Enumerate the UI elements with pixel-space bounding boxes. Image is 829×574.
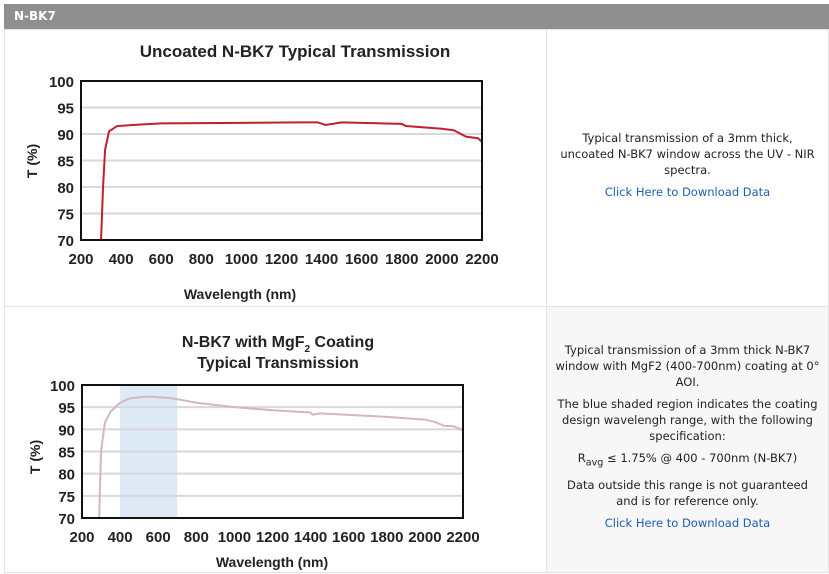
x-tick-label: 400: [108, 529, 133, 546]
x-tick-label: 400: [109, 251, 134, 268]
x-tick-label: 2200: [465, 251, 498, 268]
x-tick-label: 2200: [446, 529, 479, 546]
plot-frame: [80, 80, 483, 241]
x-tick-label: 1000: [225, 251, 258, 268]
x-tick-label: 1400: [294, 529, 327, 546]
x-tick-label: 1400: [305, 251, 338, 268]
chart-cell-coated: N-BK7 with MgF2 Coating Typical Transmis…: [4, 306, 547, 573]
y-tick-label: 75: [58, 489, 75, 506]
x-tick-label: 1600: [332, 529, 365, 546]
x-tick-label: 2000: [408, 529, 441, 546]
description-cell-coated: Typical transmission of a 3mm thick N-BK…: [546, 306, 829, 573]
x-tick-label: 800: [184, 529, 209, 546]
description-text: Typical transmission of a 3mm thick, unc…: [560, 131, 815, 177]
x-tick-label: 1800: [370, 529, 403, 546]
y-tick-label: 90: [57, 127, 74, 144]
plot-frame: [81, 384, 464, 519]
y-tick-label: 80: [57, 180, 74, 197]
x-tick-label: 1600: [345, 251, 378, 268]
disclaimer: Data outside this range is not guarantee…: [567, 478, 808, 509]
y-tick-label: 90: [58, 422, 75, 439]
y-tick-label: 100: [49, 74, 74, 91]
transmission-line: [98, 395, 464, 519]
chart-title: Uncoated N-BK7 Typical Transmission: [140, 42, 450, 61]
chart-title-line2: Typical Transmission: [197, 355, 359, 372]
description-cell-uncoated: Typical transmission of a 3mm thick, unc…: [546, 29, 829, 307]
x-tick-label: 1200: [265, 251, 298, 268]
chart-uncoated: Uncoated N-BK7 Typical Transmission Wave…: [24, 42, 499, 302]
description-text: The blue shaded region indicates the coa…: [557, 396, 818, 443]
x-tick-label: 200: [68, 251, 93, 268]
y-tick-label: 70: [57, 233, 74, 250]
x-tick-label: 1200: [256, 529, 289, 546]
y-tick-label: 75: [57, 207, 74, 224]
y-tick-label: 85: [58, 445, 75, 462]
x-tick-label: 1800: [385, 251, 418, 268]
chart-mgf2-coated: N-BK7 with MgF2 Coating Typical Transmis…: [27, 334, 480, 570]
x-tick-label: 600: [146, 529, 171, 546]
y-tick-label: 85: [57, 154, 74, 171]
transmission-line: [100, 121, 483, 241]
section-header: N-BK7: [4, 4, 829, 29]
y-axis-label: T (%): [24, 144, 40, 178]
x-tick-label: 600: [149, 251, 174, 268]
y-axis-label: T (%): [27, 440, 43, 474]
x-axis-label: Wavelength (nm): [216, 554, 328, 570]
x-tick-label: 2000: [425, 251, 458, 268]
y-tick-label: 100: [50, 378, 75, 395]
description-text: Typical transmission of a 3mm thick N-BK…: [555, 342, 820, 389]
y-tick-label: 95: [57, 101, 74, 118]
x-tick-label: 800: [189, 251, 214, 268]
x-axis-label: Wavelength (nm): [184, 286, 296, 302]
y-tick-label: 95: [58, 400, 75, 417]
x-tick-label: 1000: [218, 529, 251, 546]
chart-cell-uncoated: Uncoated N-BK7 Typical Transmission Wave…: [4, 29, 547, 307]
specification: Ravg ≤ 1.75% @ 400 - 700nm (N-BK7): [577, 450, 798, 469]
x-tick-label: 200: [69, 529, 94, 546]
y-tick-label: 80: [58, 467, 75, 484]
chart-title-line1: N-BK7 with MgF2 Coating: [182, 334, 374, 355]
download-data-link[interactable]: Click Here to Download Data: [604, 516, 771, 531]
download-data-link[interactable]: Click Here to Download Data: [604, 185, 771, 199]
y-tick-label: 70: [58, 511, 75, 528]
